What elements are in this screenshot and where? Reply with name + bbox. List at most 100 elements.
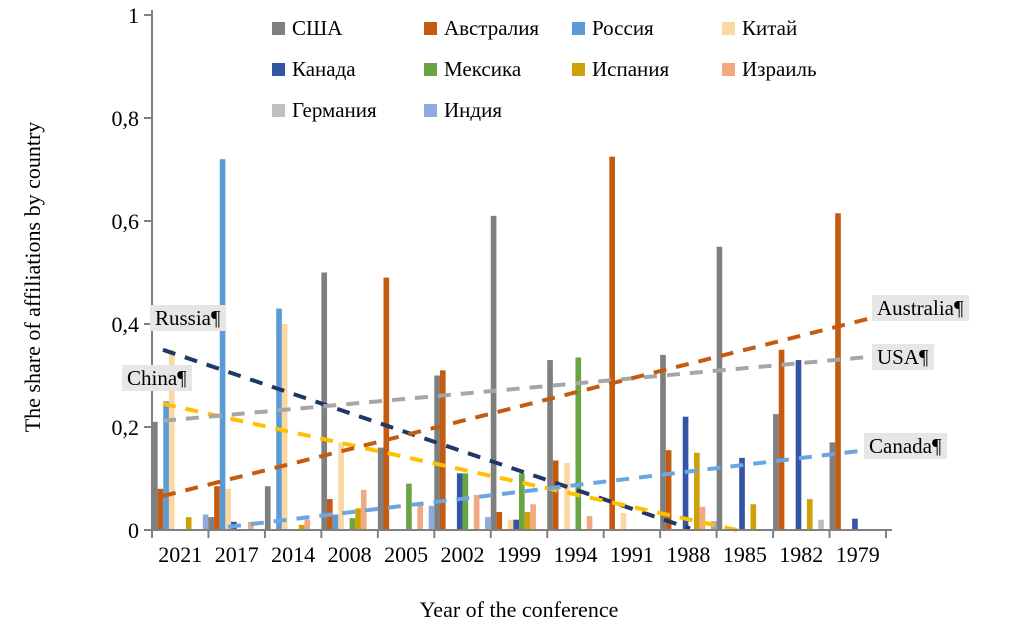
bar-Испания-1982	[806, 499, 813, 530]
bar-Россия-2008	[332, 514, 339, 530]
legend-label: Австралия	[444, 16, 540, 40]
legend-label: Россия	[592, 16, 654, 40]
bar-Канада-1979	[852, 518, 858, 530]
bar-Испания-2014	[298, 524, 305, 530]
bar-Россия-2021	[163, 401, 169, 530]
y-tick-label: 0,8	[112, 106, 140, 131]
y-tick-label: 0,4	[112, 312, 140, 337]
bar-США-1988	[660, 354, 666, 530]
legend-item-Россия: Россия	[572, 15, 654, 41]
bar-Австралия-2017	[214, 486, 220, 531]
bar-Австралия-2005	[383, 277, 390, 530]
legend-item-Германия: Германия	[272, 97, 377, 123]
x-tick-label-1979: 1979	[836, 542, 880, 567]
legend-item-Испания: Испания	[572, 56, 669, 82]
bar-Россия-2014	[276, 308, 282, 530]
trend-label-china: China¶	[122, 365, 192, 391]
usa-trend-line	[162, 355, 869, 423]
bar-США-1982	[773, 414, 779, 531]
x-tick-label-2005: 2005	[384, 542, 428, 567]
x-tick-label-2017: 2017	[215, 542, 259, 567]
y-tick-label: 0,6	[112, 209, 140, 234]
bar-Китай-2017	[225, 488, 232, 530]
bar-Мексика-2002	[462, 473, 469, 530]
bar-Испания-1999	[524, 511, 531, 531]
legend-item-Китай: Китай	[722, 15, 797, 41]
x-tick-label-1994: 1994	[553, 542, 597, 567]
bar-Канада-1999	[513, 519, 519, 530]
x-tick-label-1999: 1999	[497, 542, 541, 567]
bar-Израиль-2014	[304, 519, 311, 530]
bar-Испания-2008	[355, 508, 361, 530]
legend-swatch	[272, 21, 285, 35]
bar-Китай-1994	[564, 463, 570, 530]
bar-Австралия-1979	[835, 213, 841, 530]
y-tick-label: 1	[128, 3, 139, 28]
legend-swatch	[722, 21, 735, 35]
bar-США-2017	[208, 517, 215, 531]
bar-Австралия-1991	[609, 156, 615, 531]
x-tick-label-2008: 2008	[328, 542, 372, 567]
bar-Индия-2005	[428, 505, 435, 530]
bar-Канада-1985	[739, 457, 745, 530]
bar-Индия-2002	[485, 517, 491, 531]
x-tick-label-2014: 2014	[271, 542, 315, 567]
x-tick-label-1988: 1988	[666, 542, 710, 567]
bar-Китай-2021	[168, 349, 175, 530]
bar-Израиль-1999	[530, 504, 536, 530]
trend-label-usa: USA¶	[872, 344, 934, 370]
legend-label: Китай	[742, 16, 798, 40]
x-tick-label-1991: 1991	[610, 542, 654, 567]
canada-trend-line	[227, 448, 867, 529]
legend-label: Испания	[592, 57, 670, 81]
bar-Австралия-2021	[157, 488, 164, 530]
legend-item-Мексика: Мексика	[424, 56, 521, 82]
trend-label-russia: Russia¶	[150, 305, 226, 331]
trend-label-australia: Australia¶	[872, 295, 969, 321]
legend-swatch	[272, 62, 285, 76]
legend-label: Израиль	[742, 57, 817, 81]
legend-swatch	[424, 103, 437, 117]
bar-Израиль-2008	[360, 489, 367, 530]
bar-Испания-1988	[694, 452, 700, 530]
legend-item-Израиль: Израиль	[722, 56, 817, 82]
bar-США-1979	[829, 442, 836, 530]
bar-Израиль-1994	[586, 516, 593, 530]
australia-trend-line	[162, 316, 869, 498]
bar-США-2005	[377, 447, 384, 530]
bar-Индия-2021	[202, 514, 209, 530]
x-tick-label-1982: 1982	[779, 542, 823, 567]
y-tick-label: 0,2	[112, 415, 140, 440]
trend-label-canada: Canada¶	[864, 433, 947, 459]
legend-item-США: США	[272, 15, 342, 41]
bar-Израиль-1988	[699, 506, 706, 530]
legend-swatch	[572, 62, 585, 76]
bar-Китай-2008	[338, 442, 344, 530]
bar-Канада-1982	[795, 360, 802, 530]
china-trend-line	[162, 401, 738, 532]
y-tick-label: 0	[128, 518, 139, 543]
legend-label: Мексика	[444, 57, 522, 81]
bar-Мексика-1999	[519, 473, 525, 530]
legend-swatch	[722, 62, 735, 76]
y-axis-title: The share of affiliations by country	[20, 121, 45, 433]
legend-label: США	[292, 16, 343, 40]
bar-Германия-1982	[818, 519, 824, 530]
legend-label: Германия	[292, 98, 377, 122]
bar-США-2008	[321, 272, 328, 530]
bar-Израиль-2002	[473, 494, 480, 530]
legend-item-Австралия: Австралия	[424, 15, 539, 41]
legend-item-Канада: Канада	[272, 56, 356, 82]
bar-Австралия-1988	[665, 450, 672, 531]
bar-Мексика-2005	[406, 483, 412, 530]
bar-США-2002	[434, 375, 440, 530]
legend-swatch	[424, 21, 437, 35]
bar-Китай-2014	[281, 324, 288, 530]
bar-США-2014	[264, 486, 271, 531]
bar-Испания-2021	[185, 517, 192, 531]
legend-label: Канада	[292, 57, 356, 81]
bar-Израиль-2005	[417, 504, 424, 530]
bar-Канада-2002	[456, 473, 463, 530]
